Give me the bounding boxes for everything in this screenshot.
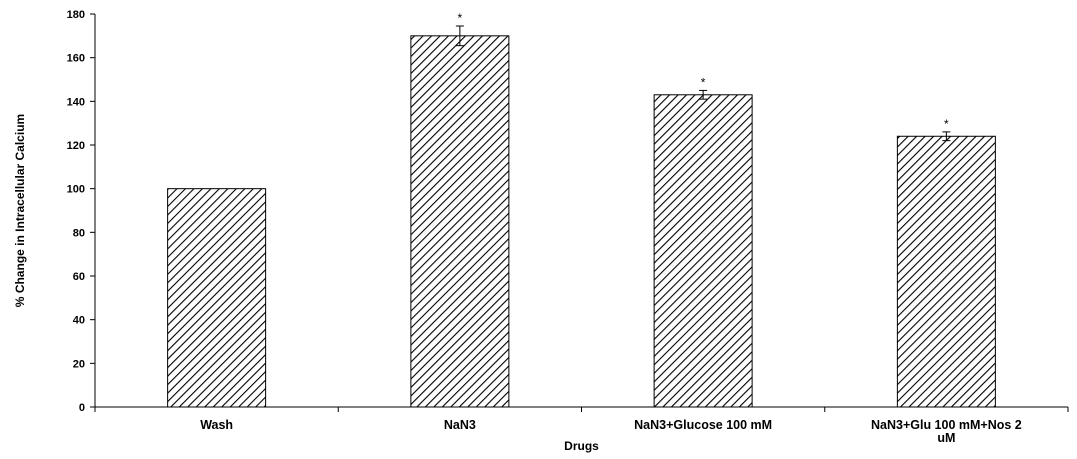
bar-3 [896,135,996,408]
x-category-label: Wash [200,418,233,432]
significance-marker: * [944,117,949,131]
y-tick-label: 160 [67,53,85,65]
significance-marker: * [458,11,463,25]
x-category-label: NaN3 [444,418,476,432]
y-axis-title: % Change in Intracellular Calcium [13,114,27,307]
y-tick-label: 120 [67,140,85,152]
y-tick-label: 80 [73,227,85,239]
significance-marker: * [701,75,706,89]
y-tick-label: 180 [67,9,85,21]
bar-2 [653,94,753,408]
bar-0 [167,188,267,408]
y-tick-label: 40 [73,315,85,327]
y-tick-label: 0 [79,402,85,414]
y-tick-label: 20 [73,358,85,370]
y-tick-label: 100 [67,184,85,196]
x-axis-title: Drugs [564,439,599,453]
x-category-label: NaN3+Glucose 100 mM [634,418,772,432]
y-tick-label: 60 [73,271,85,283]
bar-1 [410,35,510,408]
x-category-label: uM [937,431,955,445]
x-category-label: NaN3+Glu 100 mM+Nos 2 [871,418,1022,432]
y-tick-label: 140 [67,96,85,108]
